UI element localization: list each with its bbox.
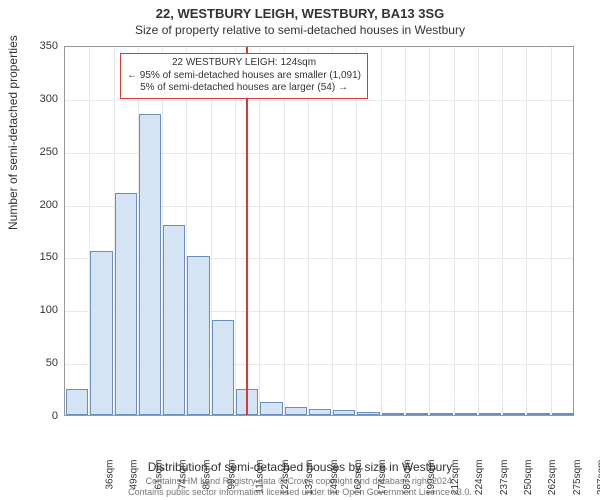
gridline-v	[332, 47, 333, 415]
histogram-bar	[406, 413, 428, 415]
histogram-bar	[382, 413, 404, 415]
page-subtitle: Size of property relative to semi-detach…	[0, 23, 600, 37]
histogram-bar	[479, 413, 501, 415]
y-tick-label: 250	[18, 146, 58, 158]
gridline-v	[284, 47, 285, 415]
plot-area: 22 WESTBURY LEIGH: 124sqm← 95% of semi-d…	[64, 46, 574, 416]
gridline-v	[502, 47, 503, 415]
gridline-v	[454, 47, 455, 415]
y-tick-label: 350	[18, 40, 58, 52]
gridline-v	[405, 47, 406, 415]
gridline-h	[65, 100, 573, 101]
annotation-line: 22 WESTBURY LEIGH: 124sqm	[127, 57, 361, 70]
histogram-bar	[357, 412, 379, 415]
annotation-line: ← 95% of semi-detached houses are smalle…	[127, 70, 361, 83]
plot-wrap: 22 WESTBURY LEIGH: 124sqm← 95% of semi-d…	[64, 46, 574, 416]
x-axis-label: Distribution of semi-detached houses by …	[0, 460, 600, 474]
y-tick-label: 200	[18, 199, 58, 211]
histogram-bar	[527, 413, 549, 415]
reference-line	[246, 47, 248, 415]
gridline-v	[235, 47, 236, 415]
y-tick-label: 100	[18, 304, 58, 316]
annotation-line: 5% of semi-detached houses are larger (5…	[127, 82, 361, 95]
histogram-bar	[503, 413, 525, 415]
gridline-v	[308, 47, 309, 415]
histogram-bar	[455, 413, 477, 415]
page-title: 22, WESTBURY LEIGH, WESTBURY, BA13 3SG	[0, 0, 600, 21]
gridline-v	[429, 47, 430, 415]
histogram-bar	[66, 389, 88, 415]
gridline-v	[356, 47, 357, 415]
histogram-bar	[115, 193, 137, 415]
histogram-bar	[90, 251, 112, 415]
gridline-v	[526, 47, 527, 415]
y-tick-label: 150	[18, 251, 58, 263]
footer: Contains HM Land Registry data © Crown c…	[0, 476, 600, 498]
histogram-bar	[430, 413, 452, 415]
histogram-bar	[260, 402, 282, 415]
histogram-bar	[552, 413, 574, 415]
histogram-bar	[139, 114, 161, 415]
footer-line-2: Contains public sector information licen…	[0, 487, 600, 498]
gridline-v	[478, 47, 479, 415]
chart-container: 22, WESTBURY LEIGH, WESTBURY, BA13 3SG S…	[0, 0, 600, 500]
histogram-bar	[309, 409, 331, 415]
y-tick-label: 50	[18, 357, 58, 369]
histogram-bar	[285, 407, 307, 415]
gridline-v	[551, 47, 552, 415]
histogram-bar	[163, 225, 185, 415]
y-tick-label: 0	[18, 410, 58, 422]
gridline-v	[381, 47, 382, 415]
y-tick-label: 300	[18, 93, 58, 105]
histogram-bar	[187, 256, 209, 415]
annotation-box: 22 WESTBURY LEIGH: 124sqm← 95% of semi-d…	[120, 53, 368, 99]
histogram-bar	[333, 410, 355, 415]
histogram-bar	[212, 320, 234, 415]
footer-line-1: Contains HM Land Registry data © Crown c…	[0, 476, 600, 487]
gridline-v	[259, 47, 260, 415]
